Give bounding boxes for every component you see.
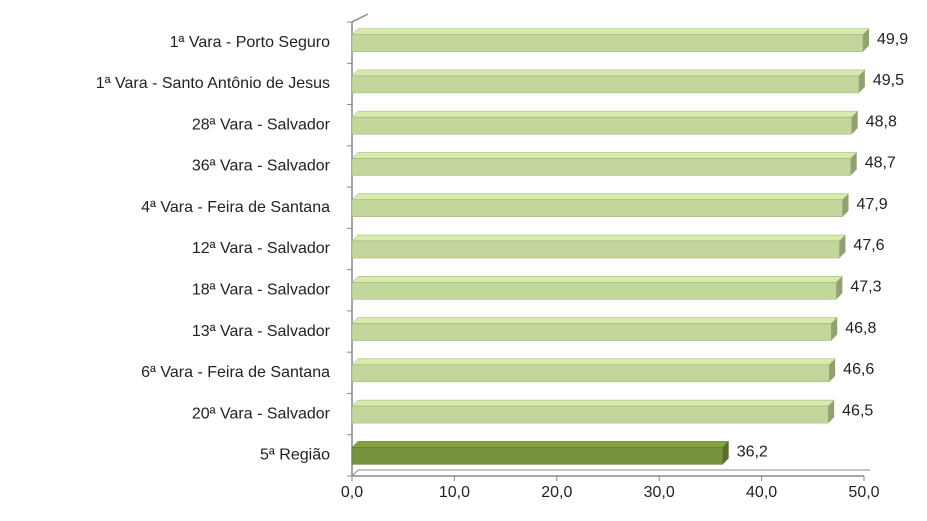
value-label: 49,5: [873, 72, 904, 89]
x-tick-label: 30,0: [644, 484, 675, 501]
bar: [351, 447, 723, 465]
y-tick-label: 5ª Região: [260, 447, 330, 464]
y-tick-label: 13ª Vara - Salvador: [192, 323, 331, 340]
bar-top: [351, 234, 847, 242]
y-tick-label: 4ª Vara - Feira de Santana: [141, 199, 330, 216]
bar-top: [351, 193, 850, 200]
bar-top: [351, 441, 730, 448]
y-tick-label: 12ª Vara - Salvador: [192, 240, 331, 257]
bar-side: [829, 358, 836, 382]
bar-side: [850, 152, 857, 176]
y-tick-label: 1ª Vara - Porto Seguro: [170, 34, 330, 51]
bar-side: [858, 69, 865, 93]
bar: [351, 282, 837, 300]
y-tick-label: 6ª Vara - Feira de Santana: [141, 364, 330, 381]
value-label: 46,5: [842, 402, 873, 419]
bar: [351, 116, 852, 135]
bar-side: [839, 235, 846, 258]
bar-side: [862, 28, 869, 52]
floor: [351, 469, 870, 477]
y-tick-label: 28ª Vara - Salvador: [192, 116, 331, 133]
y-tick-label: 1ª Vara - Santo Antônio de Jesus: [96, 75, 330, 92]
bar-side: [831, 317, 838, 341]
y-tick-label: 20ª Vara - Salvador: [192, 405, 331, 422]
bar: [351, 240, 840, 259]
bar: [351, 364, 830, 383]
value-label: 47,3: [850, 278, 881, 295]
bar-side: [828, 400, 835, 424]
bar: [351, 405, 829, 424]
value-label: 46,8: [845, 320, 876, 337]
bar-top: [351, 110, 859, 118]
y-tick-label: 36ª Vara - Salvador: [192, 158, 331, 175]
bar-side: [842, 193, 849, 217]
y-tick-label: 18ª Vara - Salvador: [192, 281, 331, 298]
value-label: 48,8: [866, 113, 897, 130]
bar-side: [851, 111, 858, 135]
value-label: 48,7: [865, 155, 896, 172]
x-tick-label: 20,0: [541, 484, 572, 501]
x-tick-label: 50,0: [848, 484, 879, 501]
x-tick-label: 0,0: [341, 484, 363, 501]
value-label: 36,2: [737, 444, 768, 461]
bar-top: [351, 28, 870, 35]
bar-top: [351, 399, 835, 407]
bar-top: [351, 358, 836, 366]
bar: [351, 323, 832, 341]
bar: [351, 75, 860, 94]
bar-top: [351, 69, 866, 77]
bar: [351, 199, 843, 217]
bar: [351, 34, 864, 52]
bar-top: [351, 276, 843, 283]
bar-top: [351, 317, 838, 324]
value-label: 46,6: [843, 361, 874, 378]
bar-side: [836, 276, 843, 300]
x-tick-label: 40,0: [746, 484, 777, 501]
bar: [351, 158, 851, 176]
value-label: 49,9: [877, 31, 908, 48]
x-tick-label: 10,0: [439, 484, 470, 501]
bar-top: [351, 152, 858, 159]
bar-side: [722, 441, 729, 465]
value-label: 47,9: [856, 196, 887, 213]
value-label: 47,6: [853, 237, 884, 254]
